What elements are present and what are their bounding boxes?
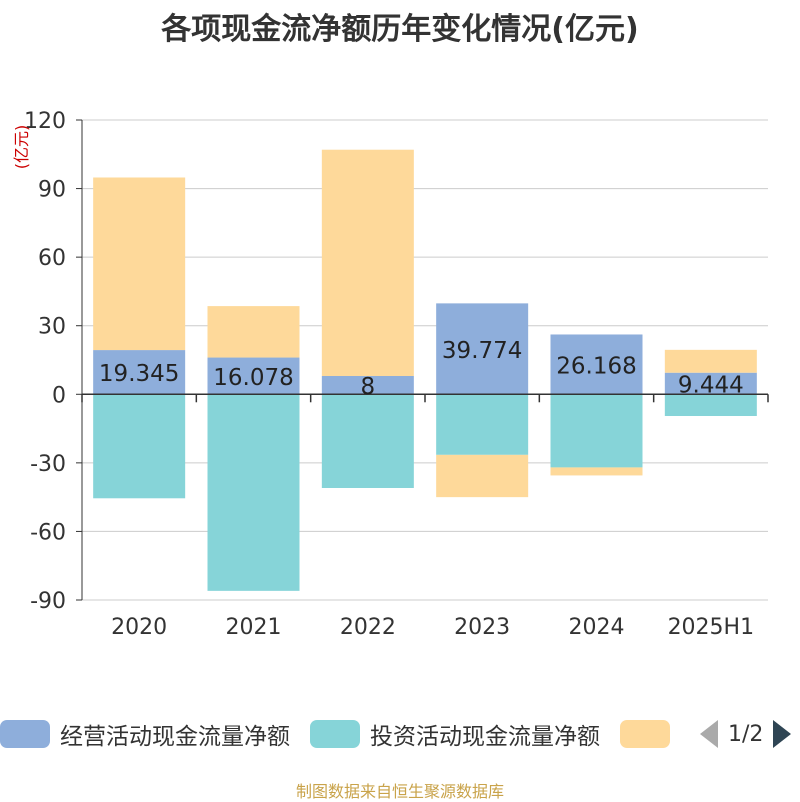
grid-lines	[82, 119, 768, 601]
bar-series-0-2021	[207, 357, 300, 395]
x-tick-label: 2022	[340, 615, 396, 640]
legend-item-operating[interactable]: 经营活动现金流量净额	[0, 717, 290, 751]
y-tick-label: 30	[38, 315, 66, 340]
data-label: 26.168	[556, 353, 636, 379]
bar-series-2-2024	[550, 467, 643, 476]
legend-prev-page-icon[interactable]	[700, 720, 718, 748]
legend-item-investing[interactable]: 投资活动现金流量净额	[310, 717, 600, 751]
y-tick-label: -90	[30, 589, 66, 614]
data-labels: 19.345 16.078 8 39.774 26.168 9.444	[99, 338, 744, 400]
bar-series-1-2022	[321, 394, 414, 488]
x-tick-label: 2024	[569, 615, 625, 640]
bar-series-2-2025H1	[664, 349, 757, 373]
axes: 120 90 60 30 0 -30 -60 -90 (亿元) 2020 2021 2022 2023 2…	[12, 109, 769, 640]
x-tick-label: 2025H1	[668, 615, 755, 640]
legend-item-third[interactable]	[620, 720, 680, 748]
bar-series-2-2021	[207, 306, 300, 358]
y-tick-label: 0	[52, 383, 66, 408]
data-label: 39.774	[442, 338, 522, 364]
bar-series-0-2024	[550, 334, 643, 395]
bar-series	[93, 149, 757, 591]
legend-swatch-investing	[310, 720, 360, 748]
data-label: 8	[361, 374, 376, 400]
legend-swatch-third	[620, 720, 670, 748]
bar-series-0-2023	[436, 303, 529, 395]
y-tick-label: 60	[38, 246, 66, 271]
bar-series-1-2020	[93, 394, 186, 499]
y-tick-label: 90	[38, 178, 66, 203]
bar-series-1-2021	[207, 394, 300, 591]
bar-series-0-2020	[93, 350, 186, 395]
bar-series-1-2023	[436, 394, 529, 455]
data-label: 19.345	[99, 361, 179, 387]
legend-page-indicator: 1/2	[728, 721, 764, 747]
source-note: 制图数据来自恒生聚源数据库	[295, 782, 504, 801]
bar-series-2-2022	[321, 149, 414, 376]
x-tick-label: 2020	[111, 615, 167, 640]
x-tick-label: 2023	[454, 615, 510, 640]
legend-next-page-icon[interactable]	[773, 720, 792, 748]
y-tick-label: 120	[24, 109, 66, 134]
legend-pager: 1/2	[700, 717, 792, 751]
x-tick-label: 2021	[226, 615, 282, 640]
bar-series-1-2025H1	[664, 394, 757, 416]
y-tick-label: -60	[30, 520, 66, 545]
y-unit-label: (亿元)	[12, 125, 31, 170]
y-tick-label: -30	[30, 452, 66, 477]
bar-series-1-2024	[550, 394, 643, 468]
legend-label-operating: 经营活动现金流量净额	[60, 724, 290, 750]
bar-series-0-2022	[321, 376, 414, 395]
chart-title: 各项现金流净额历年变化情况(亿元)	[161, 12, 639, 47]
bar-series-2-2020	[93, 177, 186, 351]
data-label: 9.444	[678, 372, 744, 398]
legend-label-investing: 投资活动现金流量净额	[370, 724, 600, 750]
data-label: 16.078	[213, 365, 293, 391]
bar-series-2-2023	[436, 454, 529, 498]
legend-swatch-operating	[0, 720, 50, 748]
legend: 经营活动现金流量净额 投资活动现金流量净额	[0, 717, 700, 751]
bar-series-0-2025H1	[664, 372, 757, 395]
